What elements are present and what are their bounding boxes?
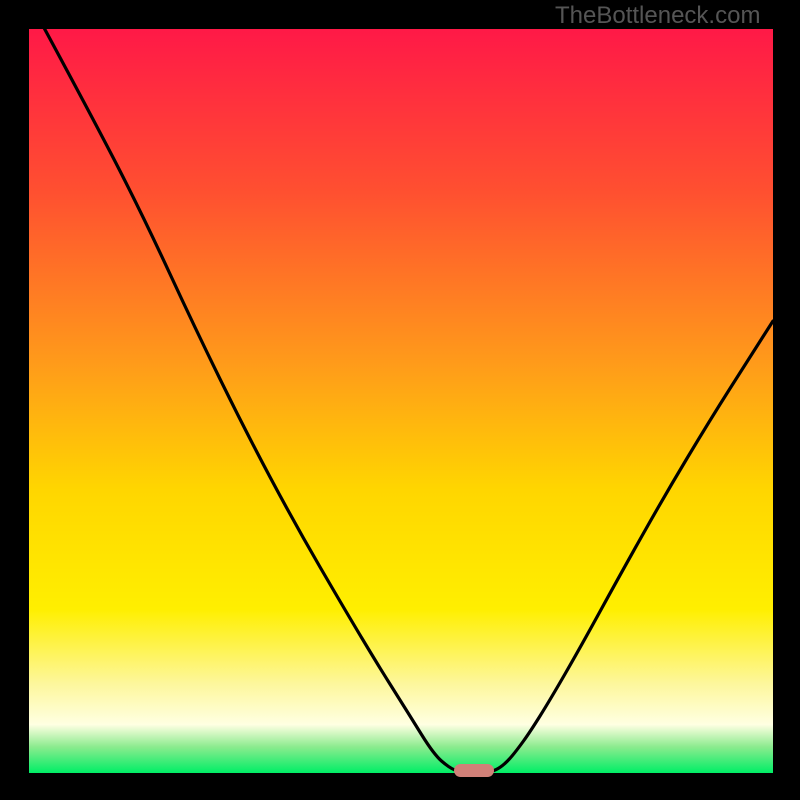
- gradient-background: [29, 29, 773, 773]
- bottleneck-curve: [29, 29, 773, 773]
- chart-container: TheBottleneck.com: [0, 0, 800, 800]
- optimum-marker: [454, 764, 494, 777]
- plot-area: [29, 29, 773, 773]
- watermark-text: TheBottleneck.com: [555, 2, 760, 30]
